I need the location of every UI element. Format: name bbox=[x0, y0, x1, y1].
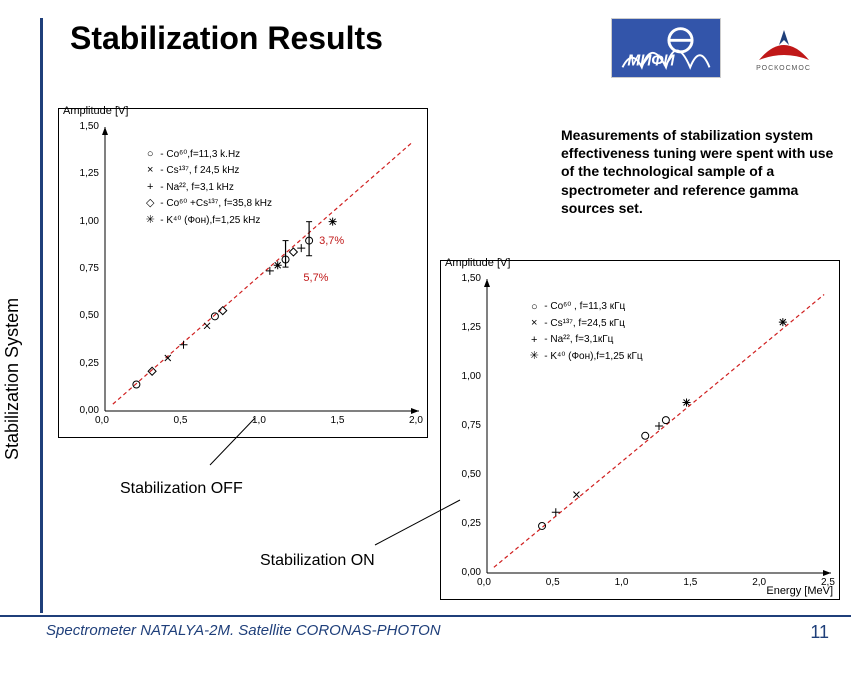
svg-text:МИФИ: МИФИ bbox=[627, 52, 675, 69]
description-text: Measurements of stabilization system eff… bbox=[561, 126, 841, 217]
side-label: Stabilization System bbox=[2, 298, 23, 460]
label-stab-on: Stabilization ON bbox=[260, 552, 375, 570]
chart-stabilization-on: Amplitude [V] Energy [MeV] 0,00,51,01,52… bbox=[440, 260, 840, 600]
footer-text: Spectrometer NATALYA-2M. Satellite CORON… bbox=[46, 622, 441, 639]
page-number: 11 bbox=[810, 622, 829, 643]
accent-bar bbox=[40, 18, 43, 613]
logo-caption: РОСКОСМОС bbox=[756, 65, 811, 72]
chart-stabilization-off: Amplitude [V] 0,00,51,01,52,00,000,250,5… bbox=[58, 108, 428, 438]
logo-roscosmos: РОСКОСМОС bbox=[736, 18, 831, 78]
footer-rule bbox=[0, 615, 851, 617]
logo-mephi: МИФИ bbox=[611, 18, 721, 78]
label-stab-off: Stabilization OFF bbox=[120, 480, 243, 498]
